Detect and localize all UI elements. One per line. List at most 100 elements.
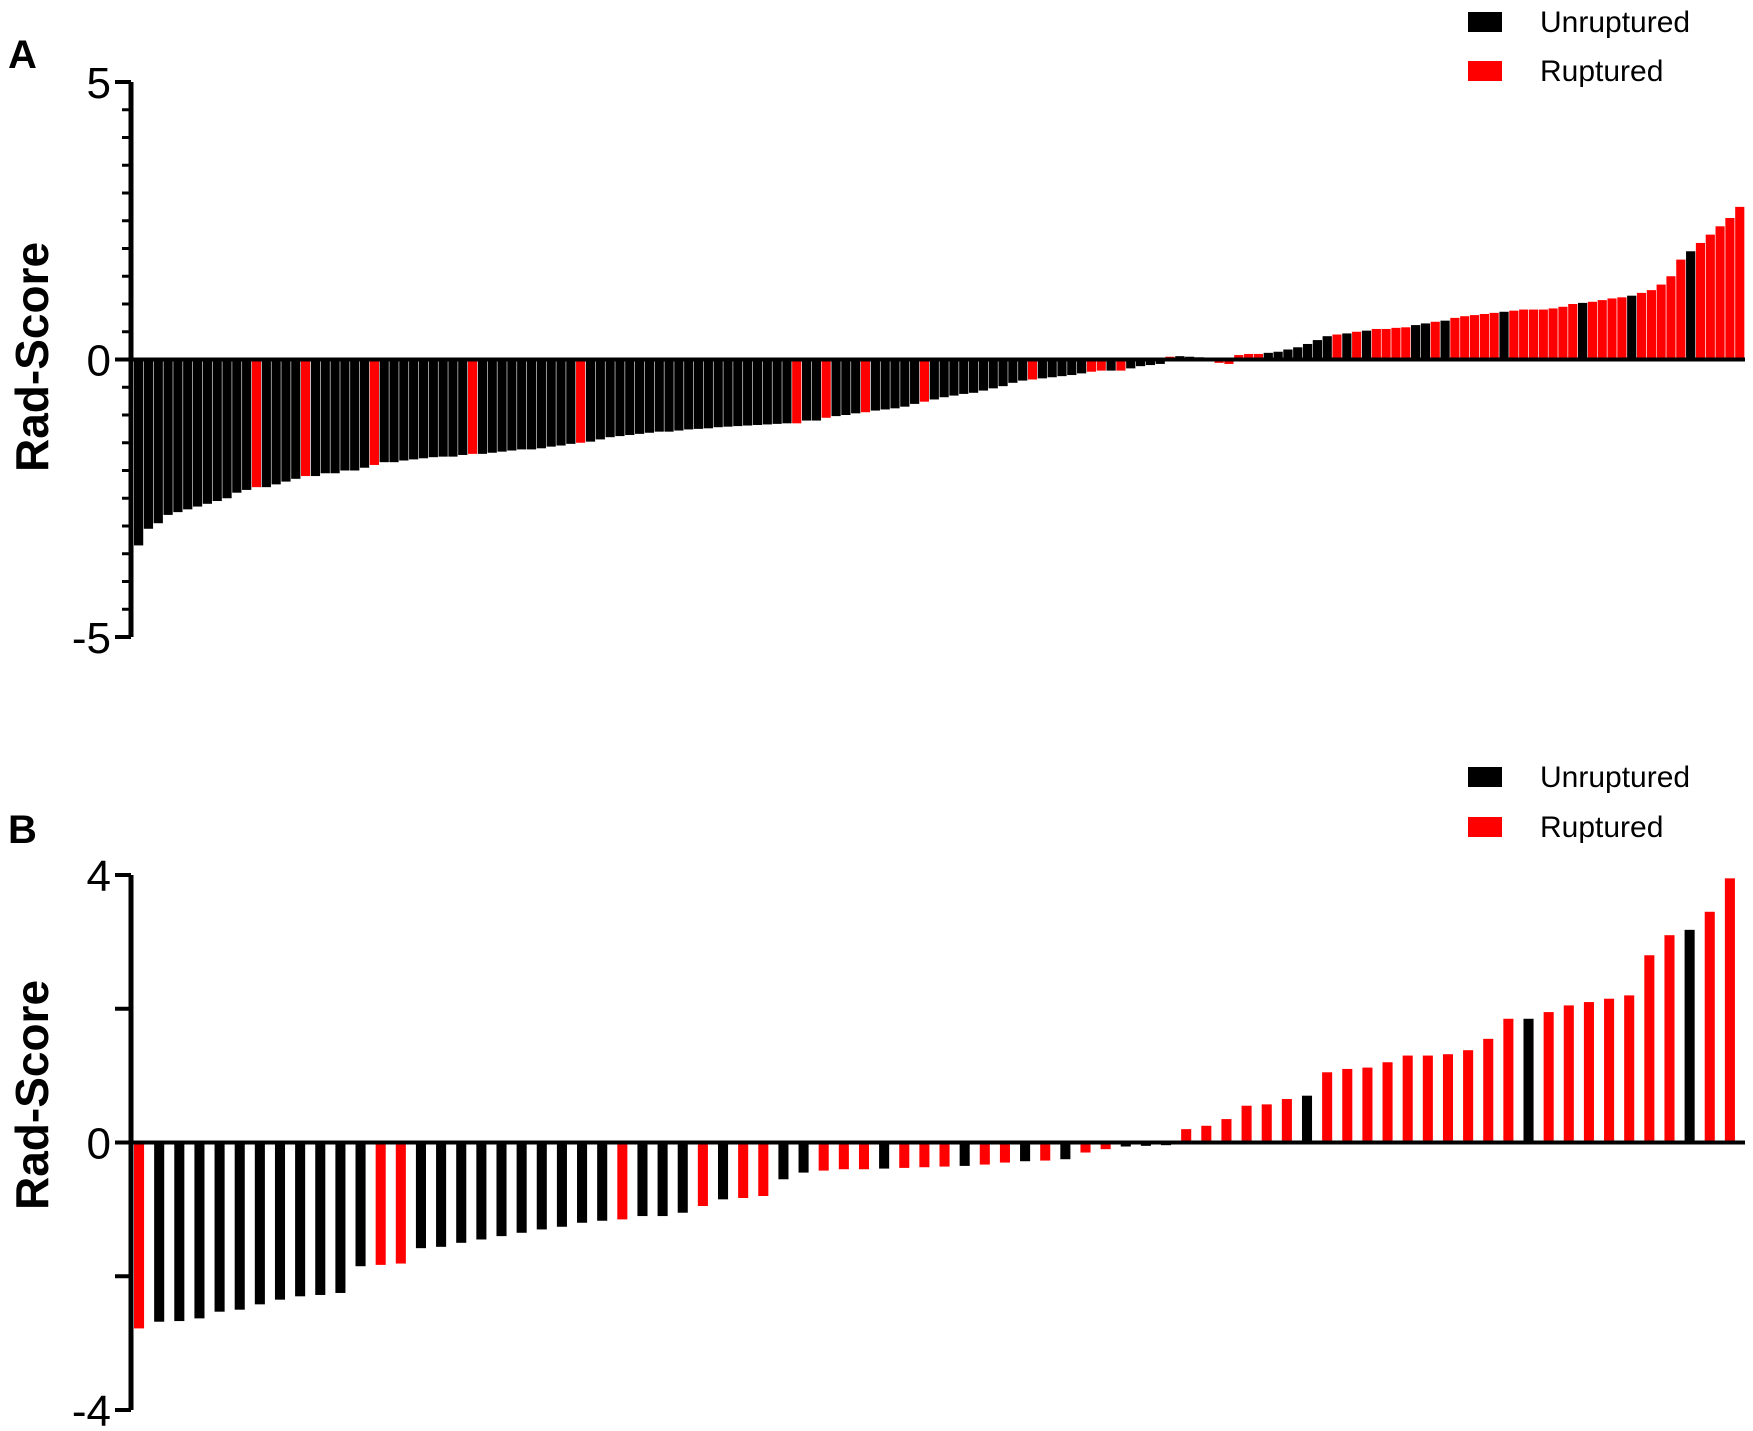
bar-unruptured [1301,1095,1313,1143]
legend-label-unruptured: Unruptured [1540,6,1690,39]
bar-unruptured [595,359,605,440]
bar-separator [1744,206,1746,360]
bar-unruptured [1361,330,1372,360]
bar-unruptured [154,1142,165,1322]
bar-ruptured [1705,234,1715,360]
bar-unruptured [1047,359,1057,378]
bar-unruptured [1120,1142,1131,1147]
bar-unruptured [496,1142,507,1237]
bar-unruptured [1020,1142,1031,1162]
bar-ruptured [1489,312,1499,360]
bar-ruptured [1666,276,1676,360]
bar-ruptured [1224,359,1234,364]
bar-ruptured [1253,353,1264,360]
bar-unruptured [295,1142,306,1297]
bar-ruptured [375,1142,386,1265]
bar-unruptured [577,1142,588,1223]
bar-ruptured [1100,1142,1111,1150]
bar-unruptured [222,359,232,499]
bar-unruptured [476,1142,487,1240]
bar-unruptured [1686,251,1696,360]
bar-unruptured [1411,325,1421,360]
bar-unruptured [1420,323,1431,360]
bar-ruptured [1381,328,1391,360]
bar-ruptured [251,359,262,488]
bar-ruptured [1332,334,1342,360]
bar-unruptured [310,359,321,477]
bar-unruptured [723,359,733,427]
bar-unruptured [1008,359,1018,383]
bar-unruptured [1145,359,1156,366]
bar-ruptured [1519,309,1529,360]
bar-unruptured [959,359,969,394]
y-tick-label: 0 [87,337,111,386]
bar-unruptured [1077,359,1087,374]
bar-unruptured [801,359,812,421]
bar-ruptured [1695,242,1706,360]
bar-ruptured [369,359,379,465]
bar-ruptured [1362,1067,1373,1143]
bar-unruptured [1283,349,1293,360]
bar-unruptured [194,1142,205,1319]
bar-ruptured [1644,955,1655,1143]
bar-ruptured [1568,304,1578,360]
bar-unruptured [232,359,242,493]
legend-b: Unruptured Ruptured [1468,761,1690,844]
bar-unruptured [910,359,920,404]
panel-a: A Rad-Score Unruptured Ruptured 5 0 -5 [6,6,1746,663]
bar-ruptured [899,1142,910,1168]
bar-unruptured [409,359,419,460]
bar-unruptured [625,359,635,435]
bar-unruptured [831,359,841,417]
bar-unruptured [556,359,566,446]
bar-ruptured [1715,226,1725,360]
bar-unruptured [798,1142,809,1173]
bar-unruptured [929,359,939,400]
bar-ruptured [1027,359,1038,380]
bar-unruptured [379,359,389,463]
bar-ruptured [1725,217,1735,360]
y-tick-label: -4 [72,1387,111,1431]
bar-unruptured [497,359,507,452]
bar-ruptured [1244,353,1254,360]
y-tick-label: 0 [87,1120,111,1169]
bar-ruptured [617,1142,628,1220]
legend-swatch-ruptured [1468,61,1502,81]
panel-letter-b: B [8,808,37,852]
y-axis-label-b: Rad-Score [6,980,58,1210]
bar-ruptured [1181,1129,1192,1143]
bar-unruptured [174,1142,185,1322]
bar-unruptured [1312,340,1323,360]
bar-unruptured [415,1142,426,1249]
bar-unruptured [315,1142,326,1295]
bar-ruptured [1503,1018,1514,1143]
bar-unruptured [254,1142,265,1305]
bar-unruptured [1302,343,1313,360]
bar-ruptured [1460,316,1470,360]
bar-unruptured [998,359,1008,387]
bar-unruptured [717,1142,729,1200]
bar-unruptured [566,359,576,444]
bar-ruptured [1201,1125,1212,1143]
bar-unruptured [399,359,409,461]
bar-unruptured [242,359,252,490]
bar-unruptured [516,1142,527,1233]
bar-unruptured [713,359,723,428]
bar-ruptured [1430,321,1440,360]
bar-ruptured [1116,359,1126,371]
bar-ruptured [1558,306,1568,360]
bar-unruptured [978,359,989,391]
legend-label-unruptured: Unruptured [1540,761,1690,794]
bar-unruptured [1037,359,1047,379]
bar-ruptured [1636,292,1647,360]
bar-unruptured [703,359,713,429]
legend-label-ruptured: Ruptured [1540,55,1663,88]
bar-ruptured [1483,1038,1494,1143]
bar-ruptured [919,359,930,402]
legend-swatch-unruptured [1468,767,1502,787]
bar-unruptured [654,359,664,432]
bars-a [134,206,1746,546]
bar-ruptured [1422,1055,1433,1143]
bar-unruptured [359,359,370,468]
